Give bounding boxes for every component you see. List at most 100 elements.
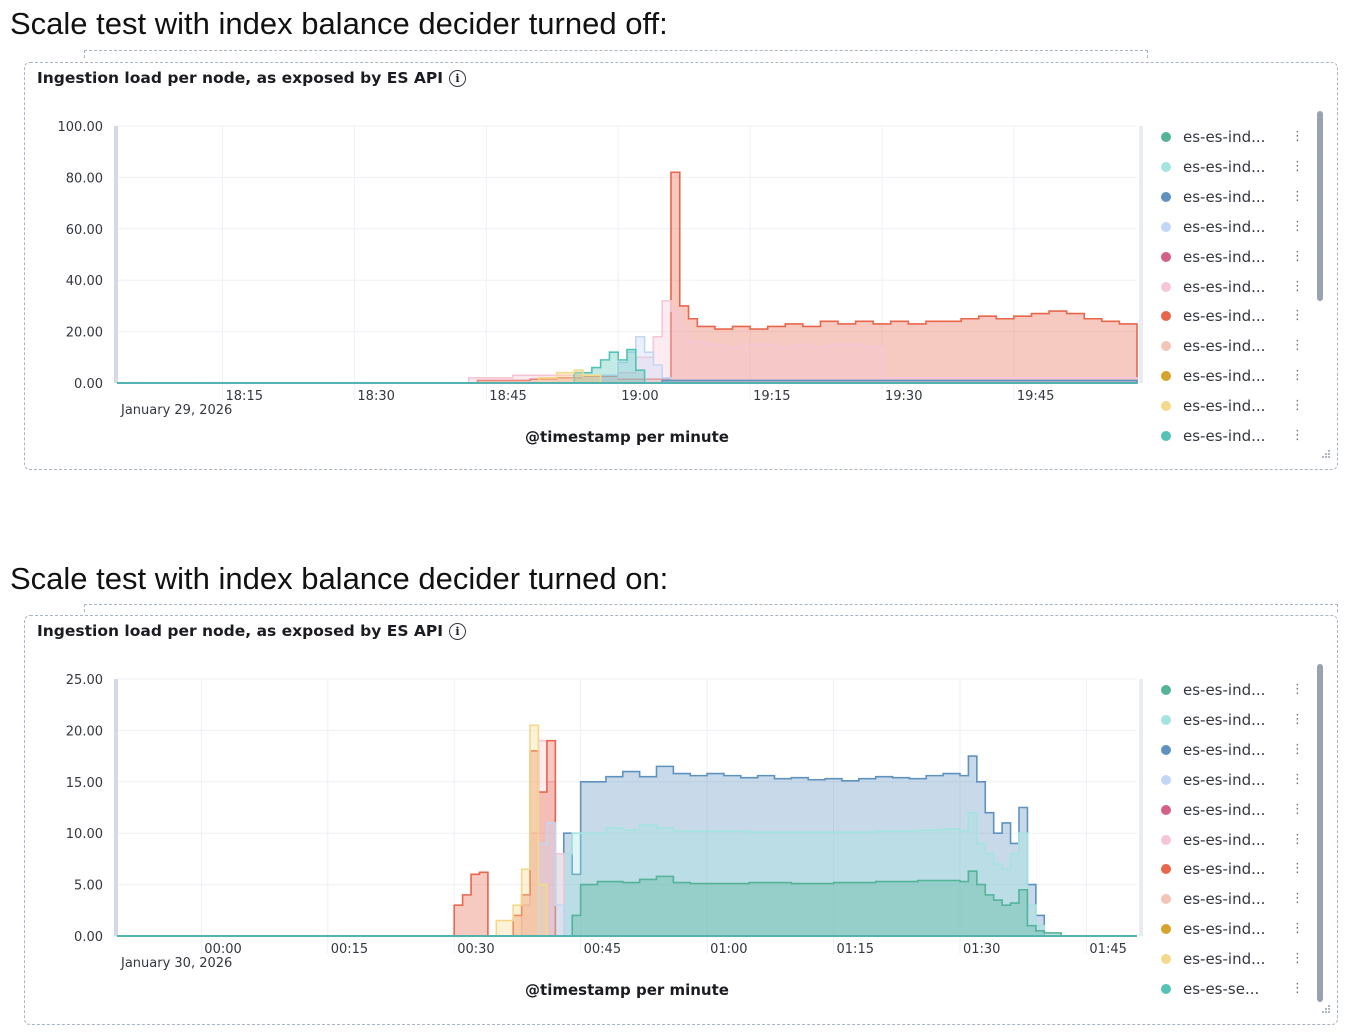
legend-color-dot	[1161, 341, 1171, 352]
legend-color-dot	[1161, 894, 1171, 905]
legend-actions-icon[interactable]: ⋮	[1291, 801, 1304, 817]
legend-color-dot	[1161, 401, 1171, 412]
legend-item[interactable]: es-es-ind... ⋮	[1157, 217, 1307, 237]
legend-label: es-es-ind...	[1183, 277, 1266, 296]
legend-color-dot	[1161, 924, 1171, 935]
legend-item[interactable]: es-es-ind... ⋮	[1157, 366, 1307, 386]
legend-actions-icon[interactable]: ⋮	[1291, 951, 1304, 967]
legend-scrollbar[interactable]	[1317, 664, 1323, 1002]
series-area-1[interactable]	[554, 811, 1046, 937]
legend-item[interactable]: es-es-ind... ⋮	[1157, 157, 1307, 177]
series-area-2[interactable]	[563, 870, 1062, 937]
panel-title: Ingestion load per node, as exposed by E…	[37, 69, 467, 87]
area-chart[interactable]: 25.00 20.00 15.00 10.00 5.00 0.00 00:00 00:15 00…	[25, 616, 1155, 1016]
legend-label: es-es-ind...	[1183, 247, 1266, 266]
info-icon[interactable]: i	[449, 622, 467, 640]
legend-actions-icon[interactable]: ⋮	[1291, 188, 1304, 204]
legend-color-dot	[1161, 191, 1171, 202]
legend-actions-icon[interactable]: ⋮	[1291, 278, 1304, 294]
x-tick-label: 01:15	[837, 942, 874, 957]
info-icon[interactable]: i	[449, 69, 467, 87]
legend-actions-icon[interactable]: ⋮	[1291, 861, 1304, 877]
x-tick-label: 18:45	[489, 389, 526, 404]
legend-actions-icon[interactable]: ⋮	[1291, 891, 1304, 907]
legend-item[interactable]: es-es-ind... ⋮	[1157, 889, 1307, 909]
panel-title-text: Ingestion load per node, as exposed by E…	[37, 622, 444, 640]
y-tick-label: 40.00	[66, 274, 103, 289]
legend-actions-icon[interactable]: ⋮	[1291, 308, 1304, 324]
legend-item[interactable]: es-es-ind... ⋮	[1157, 426, 1307, 446]
series-area-4[interactable]	[538, 369, 602, 384]
legend-item[interactable]: es-es-ind... ⋮	[1157, 919, 1307, 939]
legend-item[interactable]: es-es-ind... ⋮	[1157, 127, 1307, 147]
legend-actions-icon[interactable]: ⋮	[1291, 129, 1304, 144]
legend-color-dot	[1161, 132, 1171, 142]
legend-scrollbar[interactable]	[1317, 111, 1323, 301]
legend-item[interactable]: es-es-ind... ⋮	[1157, 770, 1307, 790]
legend-actions-icon[interactable]: ⋮	[1291, 741, 1304, 757]
legend-actions-icon[interactable]: ⋮	[1291, 398, 1304, 414]
legend-actions-icon[interactable]: ⋮	[1291, 921, 1304, 937]
resize-handle-icon[interactable]	[1321, 449, 1331, 459]
legend-actions-icon[interactable]: ⋮	[1291, 981, 1304, 996]
legend-item[interactable]: es-es-ind... ⋮	[1157, 680, 1307, 700]
legend-item[interactable]: es-es-ind... ⋮	[1157, 830, 1307, 850]
legend-color-dot	[1161, 954, 1171, 965]
legend-label: es-es-ind...	[1183, 950, 1266, 969]
legend-actions-icon[interactable]: ⋮	[1291, 368, 1304, 384]
legend-item[interactable]: es-es-ind... ⋮	[1157, 710, 1307, 730]
brush-edge-right	[1139, 126, 1143, 383]
legend-item[interactable]: es-es-ind... ⋮	[1157, 187, 1307, 207]
area-chart[interactable]: 100.00 80.00 60.00 40.00 20.00 0.00 18:15 18:30…	[25, 63, 1155, 463]
legend-item[interactable]: es-es-ind... ⋮	[1157, 859, 1307, 879]
legend-color-dot	[1161, 431, 1171, 441]
y-tick-label: 100.00	[58, 120, 104, 135]
legend-label: es-es-se...	[1183, 980, 1260, 998]
series-area-0[interactable]	[562, 755, 1046, 937]
legend-item[interactable]: es-es-ind... ⋮	[1157, 396, 1307, 416]
legend-label: es-es-ind...	[1183, 337, 1266, 356]
legend-label: es-es-ind...	[1183, 397, 1266, 416]
x-tick-label: 00:15	[331, 942, 368, 957]
legend-item[interactable]: es-es-ind... ⋮	[1157, 247, 1307, 267]
legend-color-dot	[1161, 864, 1171, 875]
series-area-6[interactable]	[495, 724, 548, 937]
legend-label: es-es-ind...	[1183, 770, 1266, 789]
legend-item[interactable]: es-es-se... ⋮	[1157, 979, 1307, 999]
legend-color-dot	[1161, 281, 1171, 292]
resize-handle-icon[interactable]	[1321, 1004, 1331, 1014]
legend-item[interactable]: es-es-ind... ⋮	[1157, 336, 1307, 356]
y-tick-label: 10.00	[66, 827, 103, 842]
legend-actions-icon[interactable]: ⋮	[1291, 428, 1304, 443]
chart-panel-off[interactable]: Ingestion load per node, as exposed by E…	[24, 62, 1338, 470]
legend-item[interactable]: es-es-ind... ⋮	[1157, 800, 1307, 820]
x-tick-label: 18:15	[226, 389, 263, 404]
legend-actions-icon[interactable]: ⋮	[1291, 831, 1304, 847]
series-area-0[interactable]	[476, 171, 1138, 384]
chart-panel-on[interactable]: Ingestion load per node, as exposed by E…	[24, 615, 1338, 1025]
y-tick-label: 25.00	[66, 673, 103, 688]
legend-actions-icon[interactable]: ⋮	[1291, 158, 1304, 174]
legend-label: es-es-ind...	[1183, 128, 1266, 146]
legend-item[interactable]: es-es-ind... ⋮	[1157, 740, 1307, 760]
legend-actions-icon[interactable]: ⋮	[1291, 248, 1304, 264]
legend-actions-icon[interactable]: ⋮	[1291, 771, 1304, 787]
legend-item[interactable]: es-es-ind... ⋮	[1157, 277, 1307, 297]
y-tick-label: 15.00	[66, 776, 103, 791]
legend-color-dot	[1161, 221, 1171, 232]
legend-color-dot	[1161, 714, 1171, 725]
legend-label: es-es-ind...	[1183, 740, 1266, 759]
series-area-1[interactable]	[467, 299, 1138, 384]
x-date-label: January 29, 2026	[120, 403, 232, 418]
x-tick-label: 19:00	[621, 389, 658, 404]
legend-label: es-es-ind...	[1183, 710, 1266, 729]
legend-actions-icon[interactable]: ⋮	[1291, 711, 1304, 727]
brush-edge-left	[114, 126, 118, 383]
legend-actions-icon[interactable]: ⋮	[1291, 218, 1304, 234]
legend-actions-icon[interactable]: ⋮	[1291, 338, 1304, 354]
y-tick-label: 20.00	[66, 724, 103, 739]
legend-item[interactable]: es-es-ind... ⋮	[1157, 306, 1307, 326]
legend-actions-icon[interactable]: ⋮	[1291, 682, 1304, 697]
series-area-5[interactable]	[537, 822, 565, 937]
legend-item[interactable]: es-es-ind... ⋮	[1157, 949, 1307, 969]
